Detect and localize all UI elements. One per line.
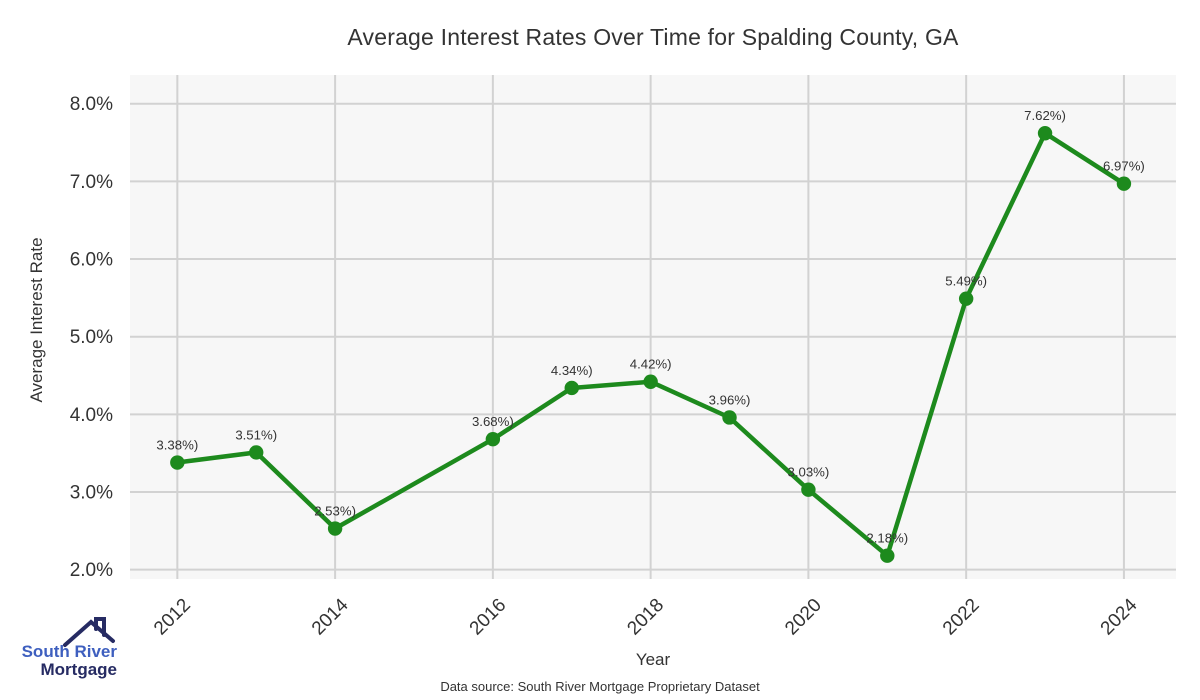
y-tick-label: 3.0% [70,483,113,504]
south-river-mortgage-logo: South River Mortgage [18,608,130,683]
data-point-marker [722,410,737,425]
logo-text-mortgage: Mortgage [40,660,118,679]
data-point-marker [643,374,658,389]
y-tick-label: 4.0% [70,405,113,426]
data-point-label: 4.34%) [551,363,593,378]
data-point-label: 2.53%) [314,504,356,519]
house-roof-icon [63,617,115,647]
x-tick-label: 2016 [466,595,511,640]
data-line [175,130,1127,558]
x-tick-label: 2022 [939,595,984,640]
y-tick-label: 8.0% [70,94,113,115]
data-point-label: 7.62%) [1024,108,1066,123]
data-point-label: 3.38%) [156,438,198,453]
data-point-label: 3.68%) [472,414,514,429]
y-tick-label: 6.0% [70,250,113,271]
x-tick-label: 2024 [1097,594,1142,639]
y-tick-label: 7.0% [70,172,113,193]
data-point-label: 3.03%) [788,465,830,480]
data-point-marker [880,548,895,563]
data-point-marker [801,482,816,497]
x-tick-label: 2018 [623,595,668,640]
y-tick-label: 5.0% [70,327,113,348]
data-point-label: 3.51%) [235,427,277,442]
x-tick-label: 2012 [150,595,195,640]
y-tick-label: 2.0% [70,560,113,581]
data-point-marker [958,291,974,306]
data-point-marker [170,455,185,470]
x-axis-title: Year [635,650,671,669]
data-point-marker [564,380,579,396]
data-point-label: 4.42%) [630,357,672,372]
data-point-label: 6.97%) [1103,159,1145,174]
chart-title: Average Interest Rates Over Time for Spa… [347,24,959,50]
x-tick-label: 2020 [781,595,826,640]
data-point-label: 5.49%) [945,274,987,289]
data-point-marker [327,521,343,536]
data-point-marker [485,432,501,447]
data-point-label: 2.18%) [866,531,908,546]
data-point-label: 3.96%) [709,392,751,407]
data-point-marker [249,445,264,460]
data-source-note: Data source: South River Mortgage Propri… [440,679,760,694]
data-point-marker [1037,126,1053,141]
x-tick-label: 2014 [308,594,353,639]
logo-text-south-river: South River [21,642,117,661]
data-point-marker [1116,176,1132,191]
plot-background [130,75,1176,579]
